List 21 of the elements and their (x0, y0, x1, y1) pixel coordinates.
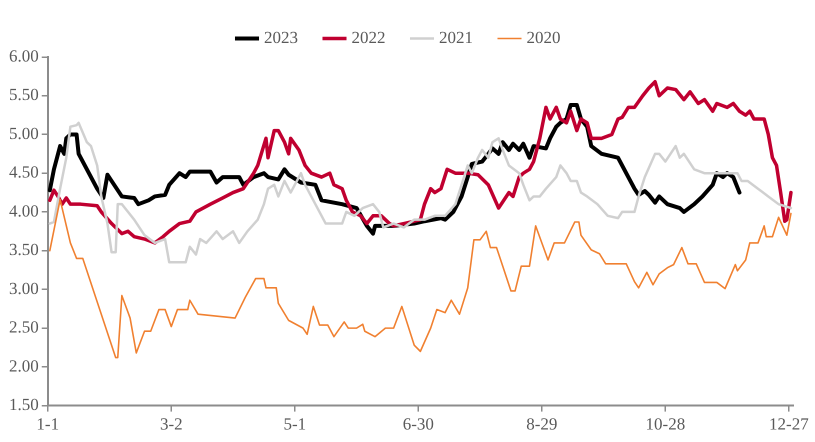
legend-label: 2022 (352, 28, 386, 47)
y-tick-label: 1.50 (9, 395, 39, 414)
x-tick-label: 1-1 (36, 414, 60, 434)
y-tick-label: 3.50 (9, 240, 39, 260)
x-tick-label: 8-29 (526, 414, 558, 434)
x-tick-label: 6-30 (402, 414, 434, 434)
y-tick-label: 4.00 (9, 201, 39, 220)
x-tick-label: 5-1 (283, 414, 306, 434)
y-tick-label: 2.50 (9, 318, 39, 337)
y-tick-label: 5.00 (9, 124, 39, 143)
legend-label: 2023 (264, 28, 298, 47)
y-tick-label: 2.00 (9, 356, 39, 376)
y-tick-label: 3.00 (9, 278, 39, 298)
y-tick-label: 5.50 (9, 85, 39, 104)
x-tick-label: 10-28 (646, 414, 686, 434)
legend-label: 2020 (526, 28, 560, 47)
x-tick-label: 12-27 (769, 414, 810, 434)
legend-label: 2021 (439, 28, 473, 47)
y-tick-label: 6.00 (9, 46, 39, 66)
x-tick-label: 3-2 (160, 414, 183, 434)
y-tick-label: 4.50 (9, 162, 39, 182)
